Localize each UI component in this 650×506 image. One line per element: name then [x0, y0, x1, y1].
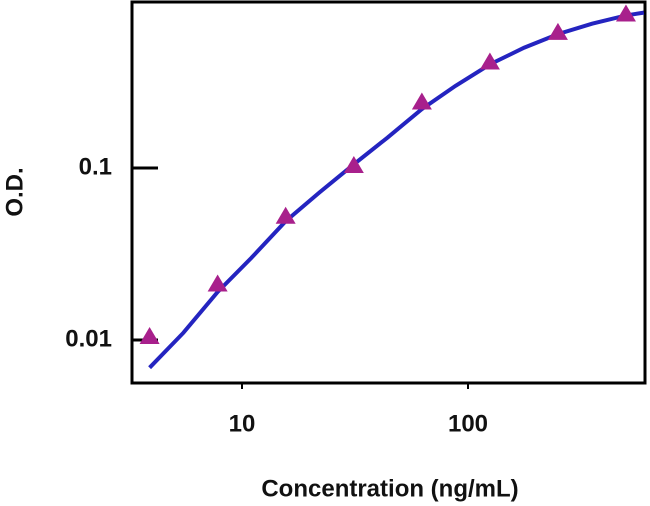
x-tick-label: 100: [448, 410, 488, 437]
y-axis-label: O.D.: [1, 167, 28, 216]
data-point: [615, 4, 636, 22]
data-point: [139, 327, 160, 345]
x-axis-label: Concentration (ng/mL): [261, 475, 518, 502]
data-point: [547, 22, 568, 40]
plot-frame: [130, 0, 647, 385]
y-tick-label: 0.01: [65, 325, 112, 352]
y-tick-label: 0.1: [79, 153, 112, 180]
data-point: [479, 52, 500, 70]
data-point: [275, 206, 296, 224]
fit-curve: [148, 10, 645, 370]
x-tick-label: 10: [229, 410, 256, 437]
data-point: [343, 155, 364, 173]
data-point: [411, 92, 432, 110]
data-point: [207, 274, 228, 292]
